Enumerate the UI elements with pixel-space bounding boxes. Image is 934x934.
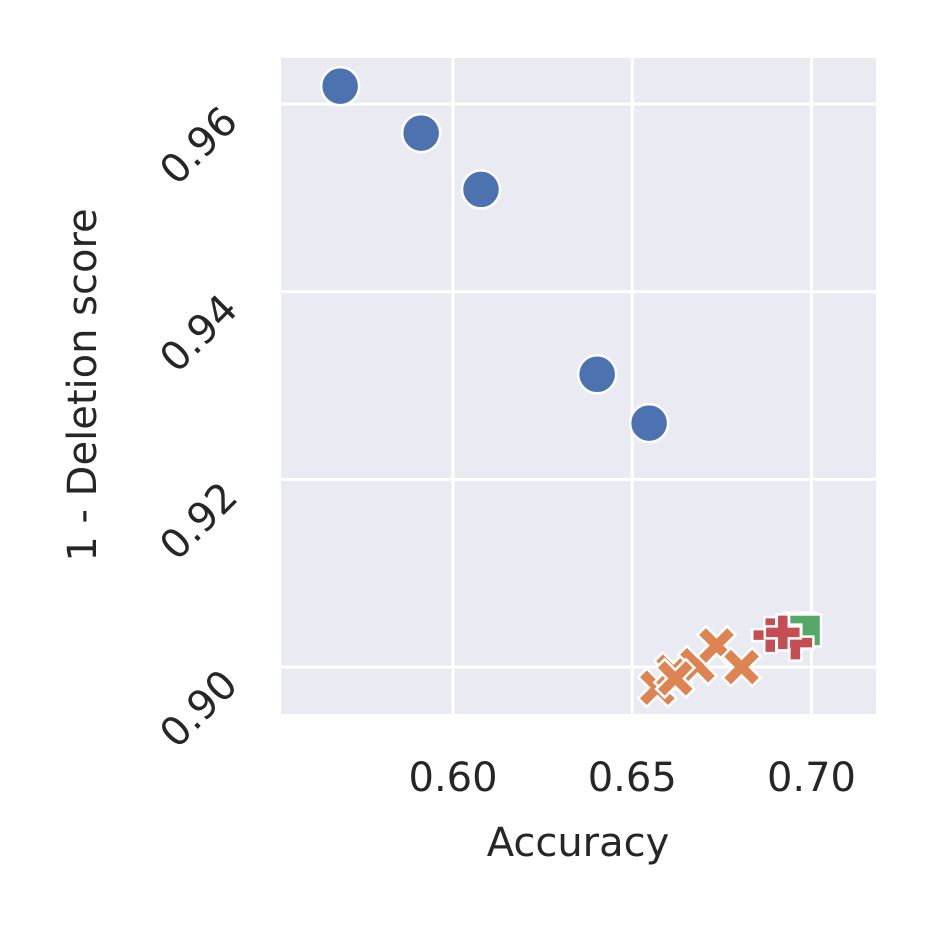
point: [628, 402, 670, 444]
point: [319, 65, 361, 107]
y-tick-label: 0.94: [151, 286, 247, 382]
point: [763, 613, 803, 652]
x-tick-label: 0.70: [767, 755, 856, 801]
y-tick-label: 0.90: [151, 661, 247, 757]
point: [400, 112, 442, 154]
point: [654, 657, 697, 700]
point: [460, 169, 502, 210]
x-tick-label: 0.60: [409, 755, 498, 801]
plot-area: [281, 58, 876, 714]
x-axis-label: Accuracy: [487, 820, 670, 866]
point: [576, 354, 618, 395]
y-tick-label: 0.96: [151, 98, 247, 194]
x-tick-label: 0.65: [588, 755, 677, 801]
point: [720, 646, 763, 688]
y-tick-label: 0.92: [151, 474, 247, 570]
y-axis-label: 1 - Deletion score: [60, 208, 106, 561]
